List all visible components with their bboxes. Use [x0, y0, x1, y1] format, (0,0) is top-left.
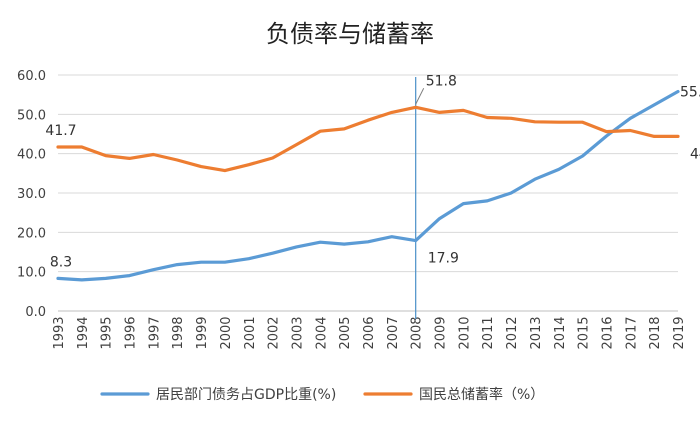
x-tick-label: 2013 [529, 316, 544, 349]
x-tick-label: 2011 [481, 316, 496, 349]
x-tick-label: 1999 [195, 316, 210, 349]
x-tick-label: 2007 [386, 316, 401, 349]
x-tick-label: 2010 [457, 316, 472, 349]
y-tick-label: 10.0 [17, 266, 46, 281]
x-tick-label: 1994 [76, 316, 91, 349]
data-label: 17.9 [428, 251, 459, 267]
x-tick-label: 1997 [147, 316, 162, 349]
x-tick-label: 2014 [553, 316, 568, 349]
legend-label: 居民部门债务占GDP比重(%) [156, 387, 336, 403]
series-line-savings-rate [56, 105, 680, 173]
x-tick-label: 1995 [100, 316, 115, 349]
y-tick-label: 40.0 [17, 148, 46, 163]
x-tick-label: 2009 [434, 316, 449, 349]
legend-label: 国民总储蓄率（%） [419, 386, 544, 403]
x-tick-label: 1998 [171, 316, 186, 349]
chart-title: 负债率与储蓄率 [266, 20, 434, 48]
x-tick-label: 2001 [243, 316, 258, 349]
x-tick-label: 1993 [52, 316, 67, 349]
x-tick-label: 2002 [267, 316, 282, 349]
x-tick-label: 2000 [219, 316, 234, 349]
data-label: 44.4 [690, 146, 700, 162]
x-tick-label: 2016 [600, 316, 615, 349]
x-axis-ticks: 1993 1994 1995 1996 1997 1998 1999 2000 2001 2002… [52, 316, 687, 349]
x-tick-label: 1996 [124, 316, 139, 349]
y-tick-label: 0.0 [25, 305, 46, 320]
series-line-household-debt [56, 89, 680, 282]
x-tick-label: 2019 [672, 316, 687, 349]
x-tick-label: 2018 [648, 316, 663, 349]
y-tick-label: 30.0 [17, 187, 46, 202]
data-label: 55.8 [680, 85, 700, 101]
x-tick-label: 2015 [577, 316, 592, 349]
series-group [56, 89, 680, 282]
x-tick-label: 2017 [624, 316, 639, 349]
x-tick-label: 2006 [362, 316, 377, 349]
x-tick-label: 2005 [338, 316, 353, 349]
data-labels: 8.3 17.9 55.8 41.7 51.8 44.4 [45, 73, 700, 270]
y-tick-label: 20.0 [17, 226, 46, 241]
y-tick-label: 60.0 [17, 69, 46, 84]
y-axis-ticks: 0.0 10.0 20.0 30.0 40.0 50.0 60.0 [17, 69, 46, 320]
data-label-leader [415, 88, 425, 105]
x-tick-label: 2003 [290, 316, 305, 349]
x-tick-label: 2008 [410, 316, 425, 349]
data-label: 8.3 [50, 254, 72, 270]
legend: 居民部门债务占GDP比重(%) 国民总储蓄率（%） [100, 386, 544, 403]
x-tick-label: 2012 [505, 316, 520, 349]
x-tick-label: 2004 [314, 316, 329, 349]
data-label: 51.8 [426, 73, 457, 89]
y-tick-label: 50.0 [17, 108, 46, 123]
gridlines [58, 74, 678, 312]
data-label: 41.7 [45, 123, 76, 139]
